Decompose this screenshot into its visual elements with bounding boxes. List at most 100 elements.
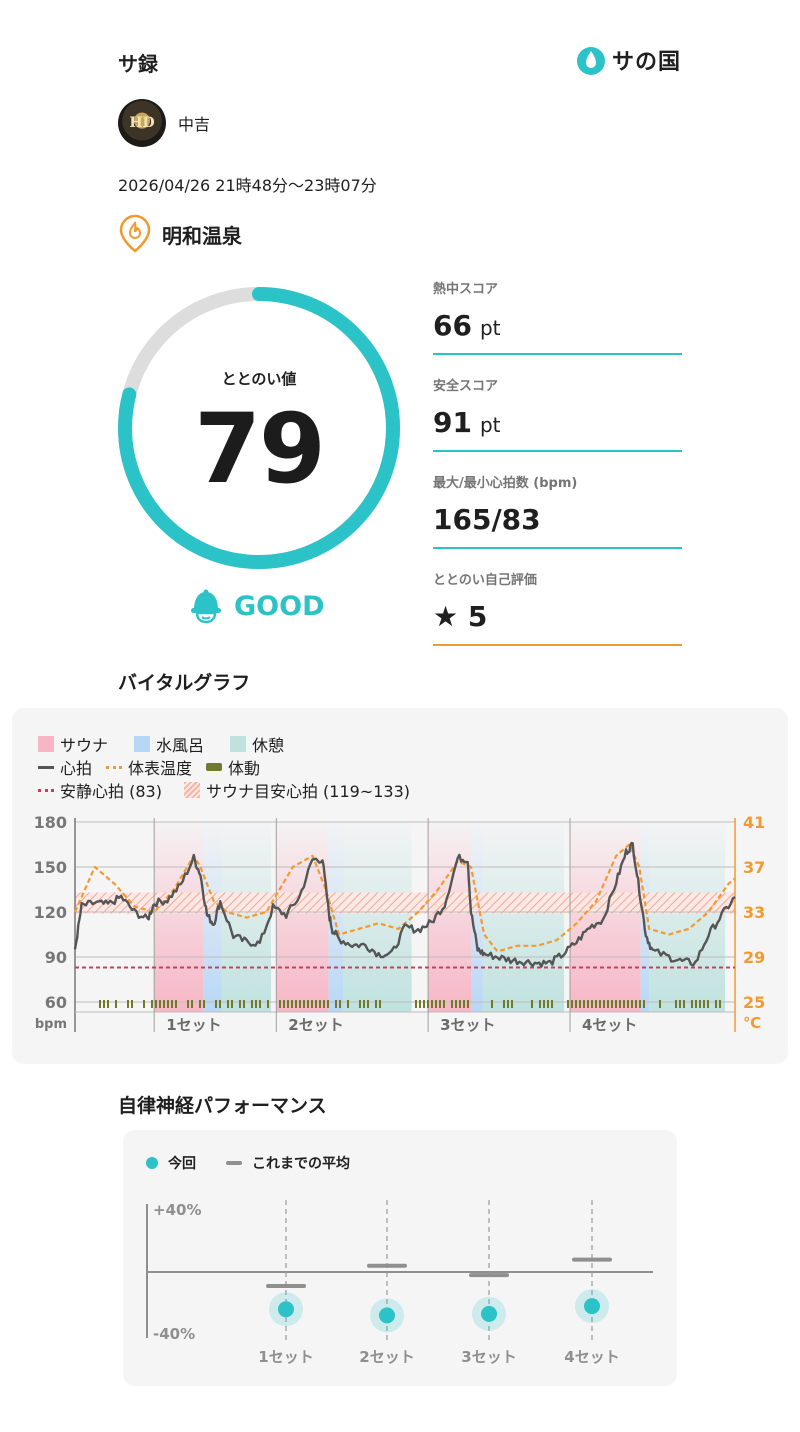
motion-mark — [635, 1000, 637, 1008]
rating-badge: GOOD — [190, 588, 324, 624]
motion-mark — [419, 1000, 421, 1008]
motion-mark — [375, 1000, 377, 1008]
motion-mark — [623, 1000, 625, 1008]
vital-legend-lines: 心拍 体表温度 体動 — [38, 755, 260, 779]
y-tick-label: 90 — [45, 948, 67, 967]
safety-score: 安全スコア 91 pt — [433, 375, 682, 452]
phase-cold — [203, 822, 222, 1012]
legend-target-hr: サウナ目安心拍 (119~133) — [183, 778, 410, 802]
motion-mark — [507, 1000, 509, 1008]
motion-mark — [627, 1000, 629, 1008]
motion-mark — [619, 1000, 621, 1008]
motion-mark — [603, 1000, 605, 1008]
perf-y-top-label: +40% — [153, 1201, 201, 1219]
user-row[interactable]: HD 中吉 — [118, 99, 210, 147]
legend-current: 今回 — [146, 1153, 196, 1173]
motion-mark — [127, 1000, 129, 1008]
motion-mark — [531, 1000, 533, 1008]
motion-mark — [599, 1000, 601, 1008]
avatar[interactable]: HD — [118, 99, 166, 147]
motion-mark — [659, 1000, 661, 1008]
phase-cold — [328, 822, 344, 1012]
resting-hr-swatch — [38, 788, 54, 792]
motion-mark — [155, 1000, 157, 1008]
score-number: ★ 5 — [433, 600, 488, 633]
score-value: 91 pt — [433, 406, 682, 446]
motion-mark — [363, 1000, 365, 1008]
average-line-swatch — [226, 1161, 242, 1165]
current-dot-swatch — [146, 1157, 158, 1169]
score-number: 91 — [433, 406, 472, 439]
motion-mark — [219, 1000, 221, 1008]
sauna-swatch — [38, 736, 54, 752]
self-rating: ととのい自己評価 ★ 5 — [433, 569, 682, 646]
motion-mark — [643, 1000, 645, 1008]
motion-mark — [163, 1000, 165, 1008]
motion-mark — [199, 1000, 201, 1008]
motion-mark — [299, 1000, 301, 1008]
perf-current-point — [481, 1305, 497, 1322]
motion-mark — [691, 1000, 693, 1008]
score-underline — [433, 644, 682, 646]
legend-label: サウナ目安心拍 (119~133) — [205, 782, 410, 801]
phase-rest — [482, 822, 565, 1012]
motion-mark — [359, 1000, 361, 1008]
vital-graph-title: バイタルグラフ — [118, 672, 251, 694]
motion-mark — [267, 1000, 269, 1008]
legend-temp: 体表温度 — [106, 755, 192, 779]
motion-mark — [567, 1000, 569, 1008]
score-underline — [433, 353, 682, 355]
autonomic-legend: 今回 これまでの平均 — [146, 1153, 350, 1173]
heat-score: 熱中スコア 66 pt — [433, 278, 682, 355]
legend-label: 休憩 — [252, 736, 285, 755]
motion-mark — [575, 1000, 577, 1008]
rating-text: GOOD — [234, 590, 325, 622]
motion-mark — [379, 1000, 381, 1008]
sauna-hat-face-icon — [191, 589, 221, 624]
motion-mark — [367, 1000, 369, 1008]
motion-mark — [203, 1000, 205, 1008]
motion-mark — [295, 1000, 297, 1008]
motion-mark — [611, 1000, 613, 1008]
vital-legend-hr-targets: 安静心拍 (83) サウナ目安心拍 (119~133) — [38, 778, 410, 802]
legend-motion: 体動 — [206, 755, 260, 779]
phase-rest — [343, 822, 412, 1012]
y2-tick-label: 25 — [743, 993, 765, 1012]
score-label: 熱中スコア — [433, 282, 499, 297]
motion-mark — [699, 1000, 701, 1008]
facility-row[interactable]: 明和温泉 — [118, 214, 242, 254]
motion-mark — [175, 1000, 177, 1008]
motion-mark — [287, 1000, 289, 1008]
facility-name[interactable]: 明和温泉 — [162, 223, 242, 248]
motion-mark — [167, 1000, 169, 1008]
motion-mark — [491, 1000, 493, 1008]
motion-mark — [467, 1000, 469, 1008]
legend-label: 今回 — [168, 1156, 196, 1172]
y2-unit-label: ℃ — [743, 1014, 761, 1032]
rest-swatch — [230, 736, 247, 752]
legend-label: サウナ — [60, 736, 109, 755]
motion-mark — [683, 1000, 685, 1008]
motion-mark — [583, 1000, 585, 1008]
legend-label: 体表温度 — [128, 759, 193, 778]
autonomic-chart: +40% -40% 1セット 2セット 3セット 4セット — [146, 1200, 653, 1366]
motion-mark — [311, 1000, 313, 1008]
motion-mark — [323, 1000, 325, 1008]
legend-label: 体動 — [228, 759, 261, 778]
legend-label: これまでの平均 — [252, 1156, 350, 1172]
user-name[interactable]: 中吉 — [178, 115, 211, 134]
motion-mark — [251, 1000, 253, 1008]
perf-y-bottom-label: -40% — [153, 1325, 195, 1343]
hr-series-line — [73, 841, 736, 968]
cold-swatch — [134, 736, 151, 752]
score-value: ★ 5 — [433, 600, 682, 640]
y-unit-label: bpm — [35, 1017, 67, 1032]
motion-mark — [151, 1000, 153, 1008]
score-label: ととのい自己評価 — [433, 573, 537, 588]
motion-mark — [423, 1000, 425, 1008]
score-number: 165/83 — [433, 503, 541, 536]
y2-tick-label: 41 — [743, 813, 765, 832]
target-hr-band — [75, 892, 735, 914]
gauge-progress-arc — [118, 287, 400, 569]
set-label: 3セット — [440, 1016, 495, 1034]
